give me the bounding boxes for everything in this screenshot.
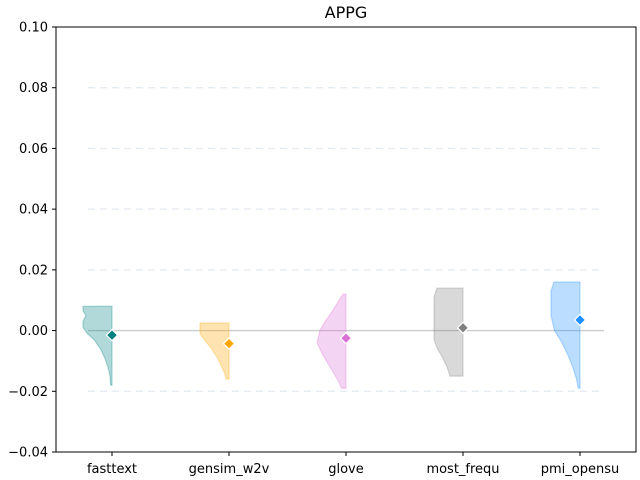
y-tick-label: −0.04 — [8, 446, 48, 461]
y-tick-label: 0.08 — [19, 81, 48, 96]
y-tick-label: 0.06 — [19, 142, 48, 157]
y-tick-label: 0.02 — [19, 263, 48, 278]
x-tick-label: pmi_opensu — [541, 462, 619, 477]
y-tick-label: 0.04 — [19, 203, 48, 218]
x-tick-label: most_frequ — [426, 462, 499, 477]
y-tick-label: −0.02 — [8, 385, 48, 400]
violin-most_frequ — [433, 287, 464, 377]
violin-gensim_w2v — [199, 322, 230, 380]
marker-gensim_w2v — [222, 337, 236, 350]
mean-markers — [105, 313, 587, 350]
chart-title: APPG — [325, 3, 368, 22]
marker-most_frequ — [456, 321, 470, 335]
marker-pmi_opensu — [573, 313, 587, 327]
violins — [82, 281, 581, 389]
x-tick-label: glove — [328, 462, 364, 477]
violin-pmi_opensu — [550, 281, 581, 389]
violin-glove — [316, 293, 347, 389]
violin-fasttext — [82, 305, 113, 386]
y-tick-label: 0.10 — [19, 21, 48, 36]
grid-lines — [88, 87, 604, 392]
x-axis: fasttext gensim_w2v glove most_frequ pmi_ope… — [87, 452, 619, 477]
x-tick-label: fasttext — [87, 462, 137, 477]
y-tick-label: 0.00 — [19, 324, 48, 339]
marker-glove — [339, 331, 353, 345]
x-tick-label: gensim_w2v — [189, 462, 270, 477]
y-axis: −0.04 −0.02 0.00 0.02 0.04 0.06 0.08 0.10 — [8, 21, 56, 461]
marker-fasttext — [105, 328, 119, 342]
